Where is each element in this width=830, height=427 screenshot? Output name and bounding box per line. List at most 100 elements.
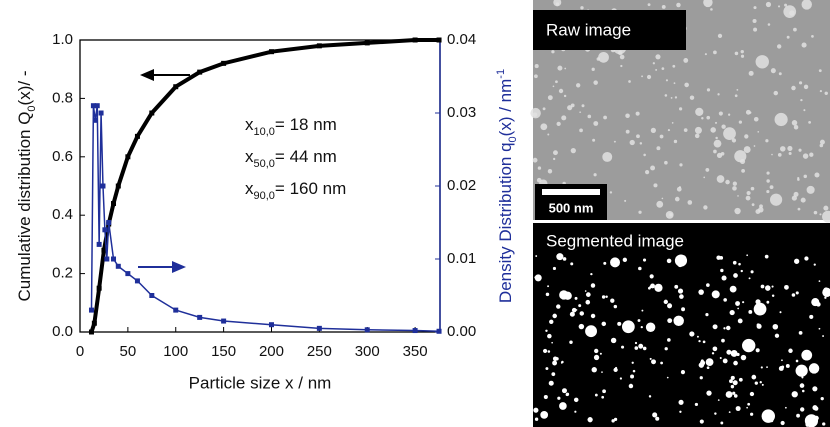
particle: [628, 383, 634, 389]
particle: [793, 124, 799, 130]
particle: [785, 364, 790, 368]
particle: [760, 366, 763, 369]
marker: [173, 307, 179, 313]
particle: [816, 302, 821, 307]
particle: [766, 189, 770, 194]
particle: [734, 51, 739, 56]
particle: [613, 140, 616, 143]
particle: [819, 213, 822, 216]
text-part: (x)/ -: [15, 71, 34, 106]
particle: [547, 133, 550, 136]
particle: [664, 94, 668, 97]
particle: [778, 366, 784, 371]
particle: [800, 197, 806, 203]
x-tick-label: 250: [307, 343, 332, 360]
particle: [705, 168, 710, 172]
particle: [784, 284, 789, 290]
particle: [740, 269, 743, 273]
particle: [694, 402, 699, 407]
particle: [797, 207, 801, 211]
marker: [221, 318, 227, 324]
marker: [364, 40, 370, 46]
particle: [689, 95, 695, 100]
particle: [712, 346, 718, 352]
particle: [802, 153, 809, 159]
particle: [747, 402, 751, 406]
particle: [741, 169, 745, 173]
particle: [609, 191, 613, 194]
particle: [769, 185, 774, 190]
particle: [596, 57, 601, 61]
particle: [778, 72, 782, 76]
particle: [720, 268, 724, 273]
particle: [809, 152, 814, 157]
particle: [822, 422, 826, 426]
particle: [553, 157, 556, 161]
marker: [101, 247, 107, 253]
particle: [593, 354, 600, 361]
particle: [543, 395, 548, 400]
y-tick-label: 0.6: [52, 148, 73, 165]
particle: [731, 138, 737, 143]
particle: [613, 417, 618, 421]
particle: [579, 128, 583, 133]
particle: [670, 97, 673, 99]
particle: [602, 151, 613, 162]
particle: [652, 62, 655, 65]
particle: [753, 116, 759, 122]
particle: [643, 153, 646, 157]
particle: [533, 407, 539, 413]
particle: [681, 255, 686, 260]
particle: [760, 284, 765, 289]
marker: [111, 201, 117, 207]
particle: [753, 302, 767, 316]
marker: [221, 60, 227, 66]
particle: [806, 185, 815, 194]
particle: [765, 1, 772, 8]
marker: [92, 117, 98, 123]
particle: [698, 340, 701, 343]
particle: [561, 115, 567, 121]
marker: [96, 241, 102, 247]
marker: [90, 103, 96, 109]
particle: [651, 359, 656, 365]
particle: [751, 374, 757, 380]
particle: [601, 321, 607, 327]
particle: [584, 290, 587, 292]
marker: [316, 43, 322, 49]
particle: [699, 376, 703, 380]
particle: [795, 359, 799, 363]
particle: [711, 352, 715, 355]
particle: [679, 163, 683, 167]
particle: [628, 80, 631, 83]
particle: [613, 367, 618, 373]
particle: [625, 129, 630, 134]
particle: [718, 111, 723, 116]
particle: [715, 136, 718, 140]
particle: [794, 258, 800, 264]
particle: [650, 127, 656, 134]
particle: [742, 301, 745, 304]
marker: [134, 133, 140, 139]
marker: [88, 329, 94, 335]
particle: [674, 96, 678, 99]
particle: [639, 142, 643, 145]
particle: [590, 272, 593, 276]
particle: [820, 397, 824, 401]
particle: [814, 172, 820, 178]
marker: [98, 110, 104, 116]
particle: [795, 291, 799, 295]
particle: [673, 315, 684, 327]
particle: [534, 74, 538, 79]
particle: [765, 285, 771, 291]
particle: [801, 0, 812, 10]
text-part: x: [245, 147, 254, 166]
particle: [667, 338, 671, 342]
x-tick-label: 350: [403, 343, 428, 360]
particle: [736, 352, 740, 357]
particle: [748, 70, 754, 76]
particle: [704, 53, 707, 56]
marker: [125, 271, 131, 277]
particle: [610, 257, 621, 268]
marker: [364, 327, 370, 333]
